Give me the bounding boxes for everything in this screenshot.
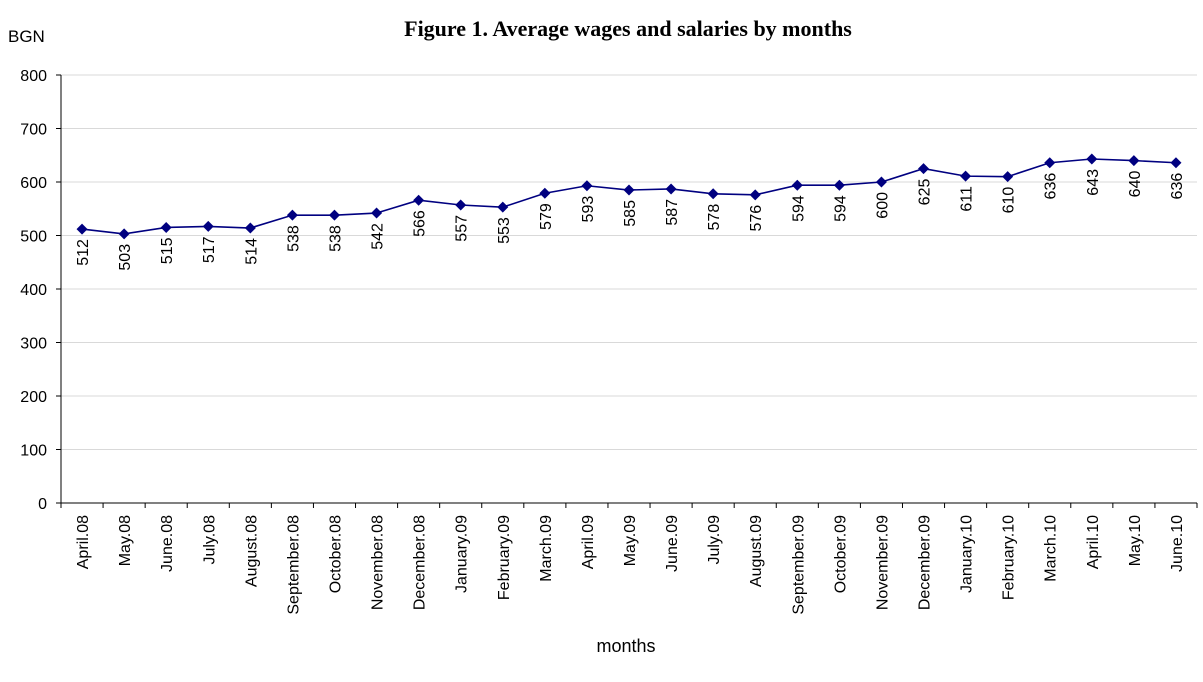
y-axis: 0 100 200 300 400 500 600 700 800 bbox=[20, 68, 61, 513]
data-label: 517 bbox=[201, 236, 218, 263]
x-tick-label: December.08 bbox=[412, 515, 429, 610]
data-point-marker bbox=[77, 224, 88, 235]
data-point-marker bbox=[539, 188, 550, 199]
y-tick-label: 100 bbox=[20, 443, 47, 460]
data-point-marker bbox=[455, 200, 466, 211]
y-tick-label: 700 bbox=[20, 122, 47, 139]
data-label: 611 bbox=[959, 186, 976, 212]
data-label: 643 bbox=[1085, 169, 1102, 196]
data-point-marker bbox=[287, 210, 298, 221]
data-point-marker bbox=[161, 222, 172, 233]
data-label: 538 bbox=[285, 225, 302, 252]
x-tick-label: August.09 bbox=[748, 515, 765, 587]
x-tick-label: November.09 bbox=[874, 515, 891, 610]
data-point-marker bbox=[1086, 153, 1097, 164]
data-label: 579 bbox=[538, 203, 555, 230]
data-label: 512 bbox=[75, 239, 92, 266]
data-point-marker bbox=[497, 202, 508, 213]
gridlines bbox=[61, 75, 1197, 450]
y-axis-unit-label: BGN bbox=[8, 27, 45, 46]
data-point-marker bbox=[203, 221, 214, 232]
data-label: 587 bbox=[664, 199, 681, 226]
data-point-marker bbox=[792, 180, 803, 191]
data-label: 515 bbox=[159, 237, 176, 264]
y-tick-label: 500 bbox=[20, 229, 47, 246]
data-point-marker bbox=[1044, 157, 1055, 168]
data-point-marker bbox=[371, 208, 382, 219]
data-point-marker bbox=[960, 171, 971, 182]
x-tick-label: June.09 bbox=[664, 515, 681, 572]
data-label: 566 bbox=[412, 210, 429, 237]
data-label: 557 bbox=[454, 215, 471, 242]
data-label: 610 bbox=[1001, 187, 1018, 214]
y-tick-label: 200 bbox=[20, 389, 47, 406]
x-tick-label: October.09 bbox=[832, 515, 849, 593]
y-tick-label: 800 bbox=[20, 68, 47, 85]
data-label: 578 bbox=[706, 204, 723, 231]
x-tick-label: August.08 bbox=[243, 515, 260, 587]
x-tick-label: October.08 bbox=[327, 515, 344, 593]
x-tick-label: July.08 bbox=[201, 515, 218, 565]
x-tick-label: January.09 bbox=[454, 515, 471, 593]
data-label: 625 bbox=[917, 179, 934, 206]
data-point-marker bbox=[918, 163, 929, 174]
x-tick-label: May.08 bbox=[117, 515, 134, 566]
data-point-marker bbox=[876, 177, 887, 188]
data-label: 593 bbox=[580, 196, 597, 223]
y-tick-label: 300 bbox=[20, 336, 47, 353]
data-point-marker bbox=[245, 223, 256, 234]
y-tick-label: 400 bbox=[20, 282, 47, 299]
chart-title: Figure 1. Average wages and salaries by … bbox=[404, 16, 852, 41]
x-tick-label: April.09 bbox=[580, 515, 597, 569]
data-label: 538 bbox=[327, 225, 344, 252]
data-point-marker bbox=[624, 185, 635, 196]
x-tick-label: June.08 bbox=[159, 515, 176, 572]
x-tick-label: May.10 bbox=[1127, 515, 1144, 566]
x-tick-label: December.09 bbox=[917, 515, 934, 610]
x-tick-label: June.10 bbox=[1169, 515, 1186, 572]
data-label: 514 bbox=[243, 238, 260, 265]
data-label: 600 bbox=[874, 192, 891, 219]
x-tick-label: February.09 bbox=[496, 515, 513, 600]
data-label: 594 bbox=[790, 195, 807, 222]
x-tick-label: July.09 bbox=[706, 515, 723, 565]
data-point-marker bbox=[708, 188, 719, 199]
data-point-marker bbox=[329, 210, 340, 221]
data-label: 636 bbox=[1043, 173, 1060, 200]
data-point-marker bbox=[1128, 155, 1139, 166]
data-label: 585 bbox=[622, 200, 639, 227]
x-tick-label: March.09 bbox=[538, 515, 555, 582]
data-point-marker bbox=[834, 180, 845, 191]
x-axis: April.08 May.08 June.08 July.08 August.08 Sep… bbox=[61, 503, 1197, 615]
x-tick-label: February.10 bbox=[1001, 515, 1018, 600]
data-point-marker bbox=[1002, 171, 1013, 182]
x-tick-label: January.10 bbox=[959, 515, 976, 593]
data-point-marker bbox=[413, 195, 424, 206]
x-tick-label: September.08 bbox=[285, 515, 302, 615]
data-label: 636 bbox=[1169, 173, 1186, 200]
data-point-marker bbox=[750, 189, 761, 200]
x-tick-label: April.10 bbox=[1085, 515, 1102, 569]
data-point-marker bbox=[1170, 157, 1181, 168]
data-point-marker bbox=[119, 228, 130, 239]
data-label: 503 bbox=[117, 244, 134, 271]
y-tick-label: 0 bbox=[38, 496, 47, 513]
x-tick-label: November.08 bbox=[370, 515, 387, 610]
data-label: 553 bbox=[496, 217, 513, 244]
x-tick-label: April.08 bbox=[75, 515, 92, 569]
x-tick-label: September.09 bbox=[790, 515, 807, 615]
x-tick-label: May.09 bbox=[622, 515, 639, 566]
data-label: 542 bbox=[370, 223, 387, 250]
data-label: 576 bbox=[748, 205, 765, 232]
x-tick-label: March.10 bbox=[1043, 515, 1060, 582]
data-label: 594 bbox=[832, 195, 849, 222]
data-label: 640 bbox=[1127, 171, 1144, 198]
y-tick-label: 600 bbox=[20, 175, 47, 192]
data-point-marker bbox=[666, 183, 677, 194]
x-axis-label: months bbox=[596, 636, 655, 656]
data-labels: 512 503 515 517 514 538 538 542 566 557 553 579 593 5… bbox=[75, 169, 1186, 271]
